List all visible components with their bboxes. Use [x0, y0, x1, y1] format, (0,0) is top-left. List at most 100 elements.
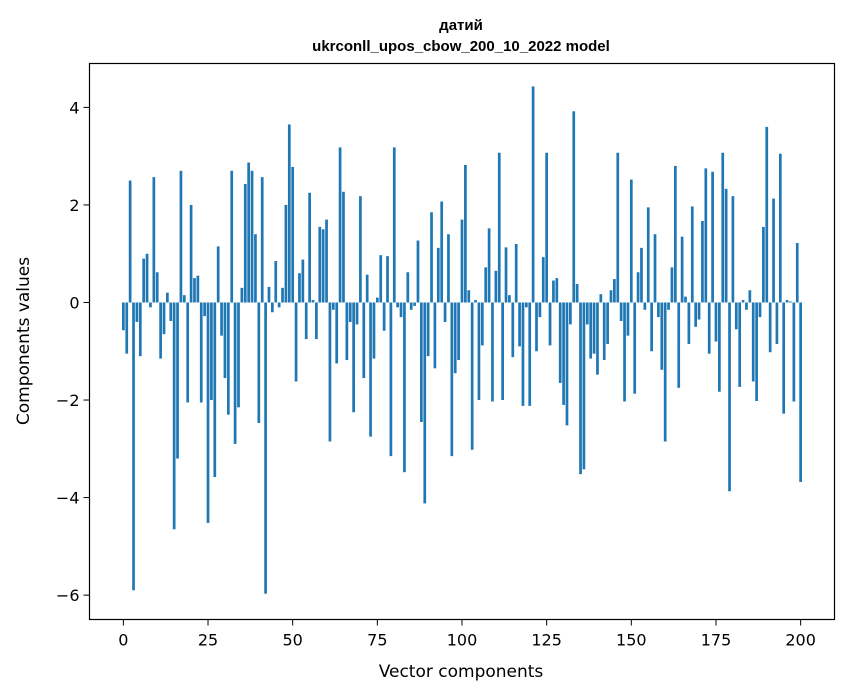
bar — [220, 302, 223, 336]
bar — [210, 302, 213, 401]
bar — [433, 302, 437, 369]
bar — [684, 296, 687, 303]
bar — [592, 302, 596, 354]
bar — [531, 86, 535, 303]
bar — [423, 302, 427, 504]
y-tick-label: 0 — [69, 293, 79, 312]
bar — [508, 295, 511, 303]
bar — [775, 302, 779, 344]
bar — [467, 290, 471, 303]
bar — [511, 302, 515, 358]
bar — [348, 302, 352, 322]
bar — [575, 283, 579, 303]
bar — [453, 302, 457, 374]
x-axis-label: Vector components — [379, 662, 544, 682]
bar — [487, 228, 491, 303]
bar — [254, 234, 257, 303]
bar — [321, 229, 325, 303]
x-tick-label: 100 — [447, 631, 478, 650]
bar — [186, 302, 190, 403]
y-axis-ticks: −6 −4 −2 0 2 4 — [56, 98, 90, 605]
bar — [440, 201, 444, 303]
bar — [355, 302, 359, 325]
bar — [470, 302, 474, 450]
bar — [707, 302, 711, 354]
bar — [572, 111, 576, 303]
bar — [335, 302, 339, 364]
x-tick-label: 25 — [198, 631, 218, 650]
bar — [426, 302, 430, 357]
bar — [226, 302, 230, 415]
bar — [521, 302, 525, 406]
bar — [182, 295, 186, 303]
bar — [602, 302, 606, 361]
bar — [545, 152, 549, 303]
bar — [331, 302, 335, 310]
bar — [636, 272, 640, 303]
bar — [538, 302, 542, 318]
bar — [176, 302, 179, 459]
bar — [457, 302, 460, 361]
bar — [670, 267, 674, 303]
bar — [650, 302, 653, 352]
y-axis-label: Components values — [14, 257, 34, 425]
bar — [122, 302, 125, 331]
bar — [189, 204, 193, 303]
bar — [125, 302, 129, 354]
bar — [142, 258, 146, 303]
bar — [264, 302, 267, 594]
bar — [203, 302, 206, 317]
bar — [758, 302, 762, 318]
bar — [677, 302, 681, 388]
bar — [243, 183, 247, 303]
x-tick-label: 200 — [785, 631, 816, 650]
bar — [562, 302, 565, 405]
bar — [230, 170, 234, 303]
bar — [413, 302, 416, 306]
bar — [619, 302, 623, 322]
bar — [399, 302, 403, 318]
bar — [328, 302, 332, 442]
bar — [548, 302, 552, 346]
bar — [345, 302, 349, 361]
bar — [552, 280, 555, 303]
bar — [474, 300, 477, 303]
bar — [646, 207, 650, 303]
y-tick-label: −2 — [56, 391, 80, 410]
bar — [315, 302, 318, 340]
bar — [443, 302, 447, 322]
bar — [484, 267, 488, 303]
bar — [535, 302, 538, 352]
bar — [240, 287, 244, 303]
y-tick-label: −6 — [56, 586, 80, 605]
bar — [653, 234, 657, 303]
bar — [362, 302, 366, 379]
bar — [704, 168, 708, 303]
bar — [460, 219, 464, 303]
bar — [298, 273, 301, 303]
bar — [250, 170, 254, 303]
bar — [271, 302, 274, 313]
bar — [172, 302, 176, 530]
bar — [325, 219, 328, 303]
bar — [237, 302, 240, 408]
bar — [724, 188, 728, 303]
bar — [504, 247, 508, 303]
bar — [152, 177, 156, 303]
bar — [338, 147, 342, 303]
bar — [406, 272, 410, 303]
bar — [480, 302, 484, 346]
bar — [643, 302, 647, 310]
bar — [291, 166, 295, 303]
bar — [403, 302, 406, 473]
bar — [257, 302, 261, 423]
bar — [589, 302, 593, 359]
bar — [765, 126, 769, 303]
bar — [524, 302, 528, 308]
bar — [768, 302, 772, 353]
bar — [558, 302, 562, 383]
bar — [464, 164, 467, 303]
bar — [657, 302, 660, 318]
bar — [640, 247, 643, 303]
bar — [616, 152, 620, 303]
